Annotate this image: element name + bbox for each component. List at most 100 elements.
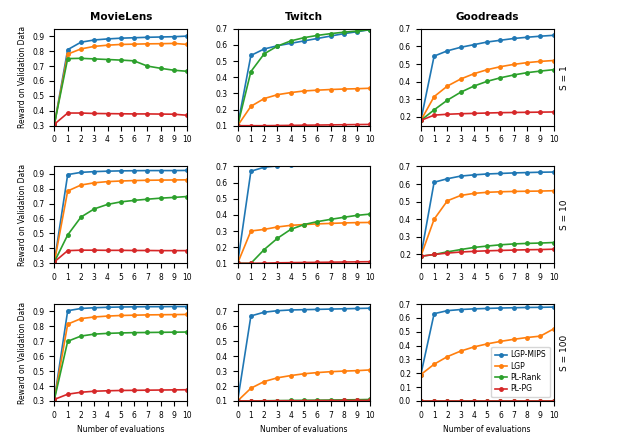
Line: LGP-MIPS: LGP-MIPS xyxy=(52,305,189,401)
PL-Rank xyxy=(130,58,138,63)
PL-Rank xyxy=(300,35,308,40)
LGP-MIPS xyxy=(143,35,151,40)
PL-Rank xyxy=(550,240,557,245)
LGP xyxy=(457,76,465,82)
PL-Rank xyxy=(143,63,151,69)
PL-Rank xyxy=(457,247,465,252)
LGP xyxy=(340,220,348,225)
PL-PG xyxy=(274,123,282,128)
PL-Rank xyxy=(550,398,557,404)
PL-Rank xyxy=(287,398,294,403)
Line: LGP: LGP xyxy=(52,178,189,264)
LGP xyxy=(550,326,557,331)
LGP xyxy=(77,183,84,188)
LGP-MIPS xyxy=(130,304,138,310)
Line: PL-PG: PL-PG xyxy=(236,399,372,403)
LGP-MIPS xyxy=(497,38,504,43)
LGP-MIPS xyxy=(170,168,178,173)
PL-Rank xyxy=(457,398,465,404)
LGP-MIPS xyxy=(340,306,348,311)
PL-Rank xyxy=(51,397,58,402)
LGP xyxy=(417,253,425,259)
LGP xyxy=(314,88,321,93)
LGP xyxy=(157,178,164,183)
PL-Rank xyxy=(314,219,321,224)
PL-PG xyxy=(104,111,111,116)
LGP xyxy=(143,312,151,318)
LGP-MIPS xyxy=(353,29,361,35)
PL-Rank xyxy=(510,398,518,404)
PL-Rank xyxy=(157,195,164,201)
PL-PG xyxy=(274,260,282,265)
PL-PG xyxy=(157,387,164,392)
LGP-MIPS xyxy=(483,306,491,311)
LGP xyxy=(497,64,504,70)
PL-Rank xyxy=(417,398,425,404)
LGP xyxy=(170,312,178,317)
LGP xyxy=(314,370,321,375)
Line: PL-PG: PL-PG xyxy=(236,123,372,128)
PL-PG xyxy=(117,248,125,253)
PL-Rank xyxy=(444,97,451,103)
LGP-MIPS xyxy=(417,118,425,123)
LGP xyxy=(510,189,518,194)
LGP xyxy=(300,222,308,227)
PL-PG xyxy=(367,122,374,127)
LGP-MIPS xyxy=(470,172,478,178)
PL-Rank xyxy=(470,83,478,89)
PL-Rank xyxy=(367,211,374,217)
LGP-MIPS xyxy=(536,34,544,39)
PL-PG xyxy=(470,111,478,116)
LGP-MIPS xyxy=(143,168,151,173)
PL-PG xyxy=(536,109,544,115)
LGP-MIPS xyxy=(247,53,255,58)
PL-PG xyxy=(340,398,348,403)
PL-PG xyxy=(117,111,125,117)
PL-PG xyxy=(90,248,98,253)
PL-PG xyxy=(287,398,294,404)
LGP-MIPS xyxy=(64,308,72,313)
PL-Rank xyxy=(234,260,241,266)
PL-PG xyxy=(524,398,531,404)
PL-Rank xyxy=(104,331,111,336)
PL-PG xyxy=(550,109,557,115)
LGP xyxy=(274,224,282,229)
PL-PG xyxy=(367,398,374,403)
LGP-MIPS xyxy=(340,31,348,36)
PL-Rank xyxy=(90,206,98,212)
LGP-MIPS xyxy=(183,168,191,173)
PL-PG xyxy=(367,259,374,264)
LGP-MIPS xyxy=(234,260,241,266)
LGP xyxy=(260,227,268,232)
LGP xyxy=(326,369,334,374)
LGP xyxy=(247,104,255,109)
PL-PG xyxy=(457,249,465,255)
LGP xyxy=(130,42,138,47)
LGP xyxy=(183,177,191,183)
PL-PG xyxy=(353,259,361,264)
LGP xyxy=(130,178,138,183)
LGP xyxy=(536,59,544,64)
PL-Rank xyxy=(524,70,531,75)
LGP xyxy=(260,379,268,384)
Line: PL-Rank: PL-Rank xyxy=(52,57,189,126)
Line: LGP-MIPS: LGP-MIPS xyxy=(236,161,372,265)
PL-PG xyxy=(444,250,451,256)
LGP xyxy=(340,369,348,374)
LGP xyxy=(430,94,438,99)
PL-PG xyxy=(430,252,438,257)
LGP xyxy=(260,96,268,101)
PL-Rank xyxy=(417,118,425,123)
PL-PG xyxy=(104,248,111,253)
LGP xyxy=(90,315,98,320)
PL-PG xyxy=(143,388,151,393)
PL-Rank xyxy=(353,213,361,218)
PL-Rank xyxy=(130,330,138,335)
LGP-MIPS xyxy=(536,170,544,175)
Line: LGP: LGP xyxy=(52,313,189,401)
LGP xyxy=(353,86,361,91)
PL-PG xyxy=(524,110,531,115)
LGP xyxy=(497,339,504,344)
LGP xyxy=(247,228,255,233)
PL-PG xyxy=(117,388,125,393)
